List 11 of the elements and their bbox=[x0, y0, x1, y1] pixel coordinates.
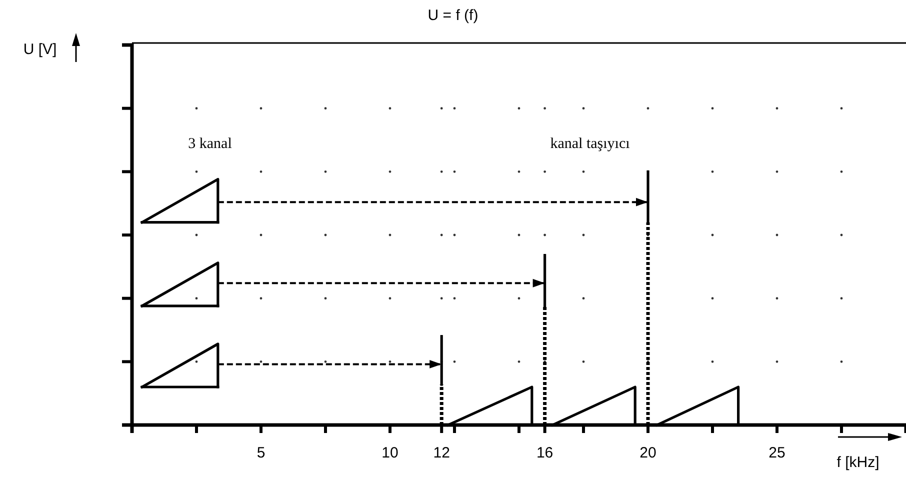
text: U [V] bbox=[23, 41, 57, 58]
x-tick-label: 12 bbox=[433, 444, 450, 462]
x-tick-label: 5 bbox=[256, 444, 266, 462]
x-axis-title: f [kHz] bbox=[836, 454, 880, 471]
x-tick-label: 16 bbox=[536, 444, 554, 462]
text: kanal taşıyıcı bbox=[550, 136, 630, 152]
chart-title: U = f (f) bbox=[428, 7, 478, 24]
text: 3 kanal bbox=[188, 136, 232, 152]
x-tick-label: 25 bbox=[768, 444, 786, 462]
x-tick-label: 20 bbox=[640, 444, 656, 462]
x-tick-label: 10 bbox=[382, 444, 398, 462]
